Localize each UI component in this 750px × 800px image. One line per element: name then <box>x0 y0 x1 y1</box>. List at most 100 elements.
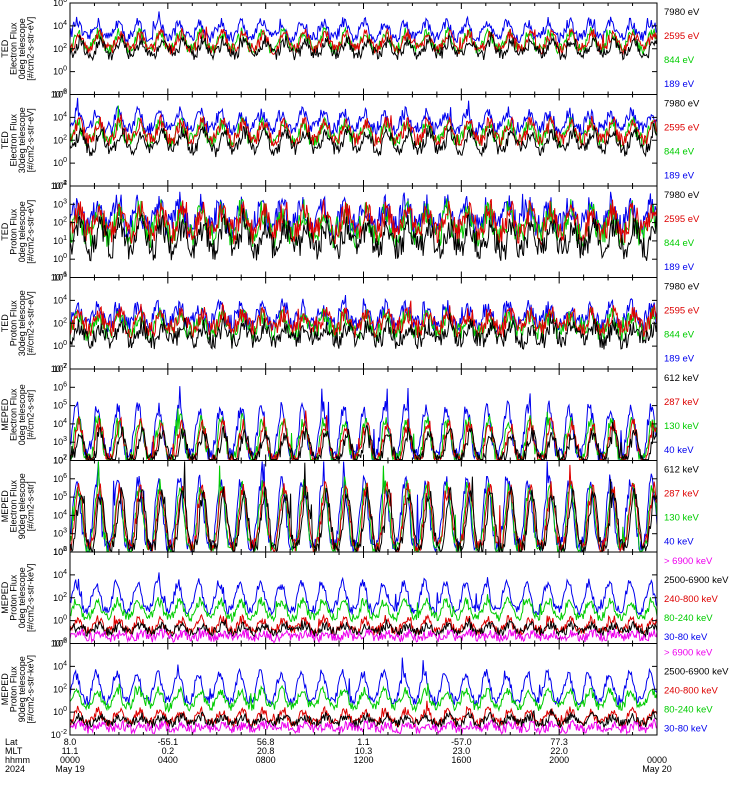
footer-mlt-value: 23.0 <box>453 746 471 756</box>
footer-row-label: MLT <box>5 746 23 756</box>
y-tick-label: 106 <box>53 272 67 283</box>
footer-row-label: Lat <box>5 737 18 747</box>
y-tick-label: 105 <box>53 400 67 411</box>
series-line-612-kev <box>69 461 658 554</box>
legend-entry: 189 eV <box>664 171 695 182</box>
y-tick-label: 10-2 <box>51 638 67 649</box>
legend-entry: 2595 eV <box>664 214 700 225</box>
y-tick-label: 100 <box>53 706 67 717</box>
y-tick-label: 103 <box>53 528 67 539</box>
y-axis-label-line: 30deg telescope <box>17 290 27 356</box>
y-axis-label-line: Proton Flux <box>9 208 19 255</box>
footer-lat-value: 8.0 <box>64 737 77 747</box>
y-axis-label-line: TED <box>0 314 10 333</box>
legend-entry: 189 eV <box>664 262 695 273</box>
legend-entry: 612 keV <box>664 465 700 476</box>
y-tick-label: 104 <box>53 20 67 31</box>
y-axis-label-line: MEPED <box>0 490 10 523</box>
y-tick-label: 100 <box>53 253 67 264</box>
footer-row-label: 2024 <box>5 764 25 774</box>
y-tick-label: 10-2 <box>51 729 67 740</box>
y-axis-label-line: Proton Flux <box>9 666 19 713</box>
footer-mlt-value: 22.0 <box>550 746 568 756</box>
footer-mlt-value: 20.8 <box>257 746 275 756</box>
legend-entry: 40 keV <box>664 537 694 548</box>
y-axis-label-line: [#/cm2-s-str-keV] <box>26 655 36 724</box>
series-line-30-80-kev <box>69 657 658 708</box>
y-tick-label: 104 <box>53 111 67 122</box>
y-axis-label-line: Electron Flux <box>9 22 19 75</box>
legend-entry: 7980 eV <box>664 282 700 293</box>
footer-lat-value: 77.3 <box>550 737 568 747</box>
y-tick-label: 102 <box>53 217 67 228</box>
y-axis-label-line: Electron Flux <box>9 479 19 532</box>
footer-mlt-value: 10.3 <box>355 746 373 756</box>
series-line-240-800-kev <box>69 700 658 729</box>
y-tick-label: 10-2 <box>51 363 67 374</box>
footer-hhmm-value: 1200 <box>353 755 373 765</box>
y-tick-label: 102 <box>53 134 67 145</box>
footer-hhmm-value: 1600 <box>451 755 471 765</box>
legend-entry: 612 keV <box>664 373 700 384</box>
y-axis-label-line: 90deg telescope <box>17 473 27 539</box>
y-axis-label-line: 0deg telescope <box>17 201 27 262</box>
legend-entry: 2500-6900 keV <box>664 667 729 678</box>
y-tick-label: 104 <box>53 418 67 429</box>
footer-hhmm-value: 0000 <box>647 755 667 765</box>
y-tick-label: 102 <box>53 546 67 557</box>
legend-entry: 130 keV <box>664 421 700 432</box>
footer-hhmm-value: 2000 <box>549 755 569 765</box>
y-axis-label-line: TED <box>0 131 10 150</box>
series-line-130-kev <box>70 408 658 462</box>
y-tick-label: 102 <box>53 43 67 54</box>
y-axis-label-line: TED <box>0 222 10 241</box>
series-line-80-240-kev <box>69 594 658 624</box>
y-tick-label: 104 <box>53 660 67 671</box>
legend-entry: > 6900 keV <box>664 556 713 567</box>
y-axis-label-line: [#/cm2-s-str-eV] <box>26 17 36 81</box>
y-tick-label: 104 <box>53 569 67 580</box>
y-axis-label-line: MEPED <box>0 581 10 614</box>
y-tick-label: 101 <box>53 235 67 246</box>
y-tick-label: 10-2 <box>51 180 67 191</box>
y-axis-label-line: 0deg telescope <box>17 18 27 79</box>
y-tick-label: 102 <box>53 317 67 328</box>
series-line-30-80-kev <box>69 572 658 617</box>
y-tick-label: 107 <box>53 455 67 466</box>
y-tick-label: 100 <box>53 615 67 626</box>
legend-entry: 189 eV <box>664 79 695 90</box>
legend-entry: 7980 eV <box>664 99 700 110</box>
series-line-287-kev <box>69 410 658 462</box>
y-tick-label: 104 <box>53 294 67 305</box>
y-tick-label: 106 <box>53 0 67 8</box>
footer-date-value: May 19 <box>55 764 85 774</box>
legend-entry: 130 keV <box>664 513 700 524</box>
y-tick-label: 103 <box>53 436 67 447</box>
footer-row-label: hhmm <box>5 755 30 765</box>
y-axis-label-line: 0deg telescope <box>17 567 27 628</box>
y-axis-label-line: [#/cm2-s-str-keV] <box>26 563 36 632</box>
footer-lat-value: 56.8 <box>257 737 275 747</box>
series-line-189-ev <box>69 11 658 45</box>
legend-entry: 240-800 keV <box>664 594 719 605</box>
y-tick-label: 10-2 <box>51 89 67 100</box>
series-line-2595-ev <box>69 199 658 246</box>
footer-mlt-value: 11.1 <box>62 746 79 756</box>
footer-lat-value: -55.1 <box>158 737 179 747</box>
y-axis-label-line: [#/cm2-s-str-eV] <box>26 291 36 355</box>
y-axis-label-line: 0deg telescope <box>17 384 27 445</box>
y-tick-label: 105 <box>53 491 67 502</box>
y-axis-label-line: [#/cm2-s-str] <box>26 481 36 531</box>
series-line-7980-ev <box>69 313 658 350</box>
series-line-7980-ev <box>69 122 658 158</box>
legend-entry: 7980 eV <box>664 190 700 201</box>
series-line-2595-ev <box>69 300 658 339</box>
y-axis-label-line: [#/cm2-s-str-eV] <box>26 108 36 172</box>
legend-entry: 2595 eV <box>664 306 700 317</box>
footer-hhmm-value: 0000 <box>60 755 80 765</box>
